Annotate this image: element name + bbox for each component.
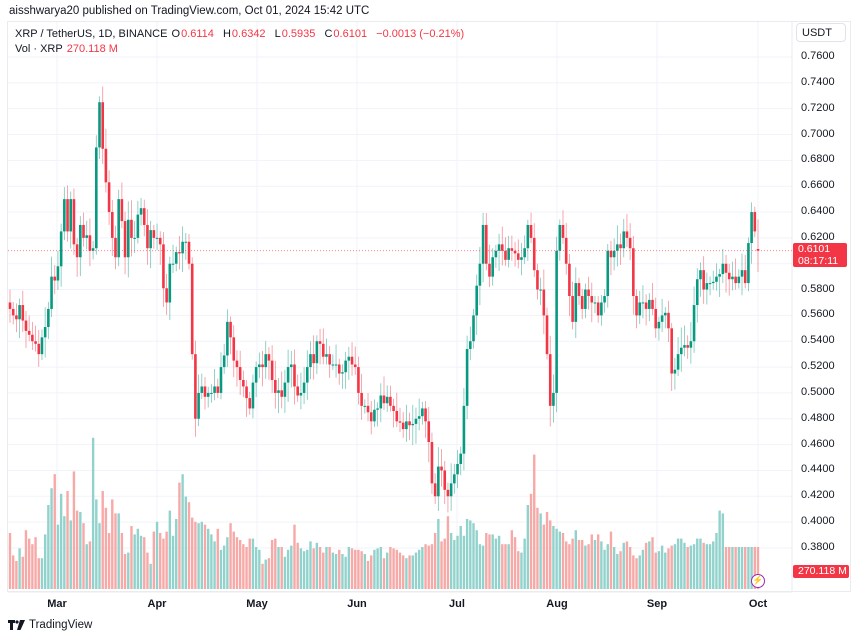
price-tick: 0.4200 xyxy=(801,489,835,502)
time-tick: Sep xyxy=(646,598,668,610)
low-value: 0.5935 xyxy=(281,28,316,40)
price-tick: 0.4400 xyxy=(801,463,835,476)
low-label: L xyxy=(274,28,281,40)
price-tick: 0.6600 xyxy=(801,179,835,192)
brand-name: TradingView xyxy=(29,619,93,631)
close-value: 0.6101 xyxy=(333,28,368,40)
high-value: 0.6342 xyxy=(231,28,266,40)
price-tick: 0.7000 xyxy=(801,127,835,140)
price-tick: 0.5200 xyxy=(801,360,835,373)
last-price-tag: 0.6101 08:17:11 xyxy=(793,243,847,267)
open-value: 0.6114 xyxy=(181,28,214,40)
time-tick: Aug xyxy=(546,598,568,610)
currency-button[interactable]: USDT xyxy=(796,23,846,42)
tv-logo-icon xyxy=(8,620,25,630)
price-tick: 0.4000 xyxy=(801,515,835,528)
close-label: C xyxy=(324,28,333,40)
price-tick: 0.5800 xyxy=(801,282,835,295)
price-tick: 0.4600 xyxy=(801,437,835,450)
price-tick: 0.6800 xyxy=(801,153,835,166)
tradingview-logo[interactable]: TradingView xyxy=(8,619,92,631)
published-info: aisshwarya20 published on TradingView.co… xyxy=(9,5,370,17)
last-price: 0.6101 xyxy=(798,243,831,255)
time-tick: Jun xyxy=(347,598,367,610)
price-tick: 0.7600 xyxy=(801,50,835,62)
price-tick: 0.6400 xyxy=(801,205,835,218)
change-value: −0.0013 (−0.21%) xyxy=(376,28,465,40)
price-tick: 0.3800 xyxy=(801,540,835,553)
volume-label[interactable]: Vol · XRP xyxy=(15,43,63,55)
time-tick: Oct xyxy=(748,598,768,610)
time-tick: Apr xyxy=(147,598,167,610)
last-volume-tag: 270.118 M xyxy=(793,565,849,578)
price-tick: 0.5400 xyxy=(801,334,835,347)
volume-row: Vol · XRP 270.118 M xyxy=(15,42,465,57)
symbol-title[interactable]: XRP / TetherUS, 1D, BINANCE xyxy=(15,28,168,40)
time-tick: Mar xyxy=(47,598,67,610)
bar-countdown: 08:17:11 xyxy=(798,254,839,267)
time-tick: May xyxy=(246,598,268,610)
lightning-icon[interactable]: ⚡ xyxy=(751,574,765,588)
price-tick: 0.7400 xyxy=(801,75,835,88)
price-tick: 0.6200 xyxy=(801,230,835,243)
high-label: H xyxy=(222,28,231,40)
chart-legend: XRP / TetherUS, 1D, BINANCE O0.6114 H0.6… xyxy=(15,27,465,57)
price-tick: 0.7200 xyxy=(801,101,835,114)
price-tick: 0.5000 xyxy=(801,385,835,398)
price-tick: 0.5600 xyxy=(801,308,835,321)
time-tick: Jul xyxy=(449,598,465,610)
open-label: O xyxy=(171,28,181,40)
price-tick: 0.4800 xyxy=(801,411,835,424)
ohlc-row: XRP / TetherUS, 1D, BINANCE O0.6114 H0.6… xyxy=(15,27,465,42)
volume-value: 270.118 M xyxy=(66,43,118,55)
